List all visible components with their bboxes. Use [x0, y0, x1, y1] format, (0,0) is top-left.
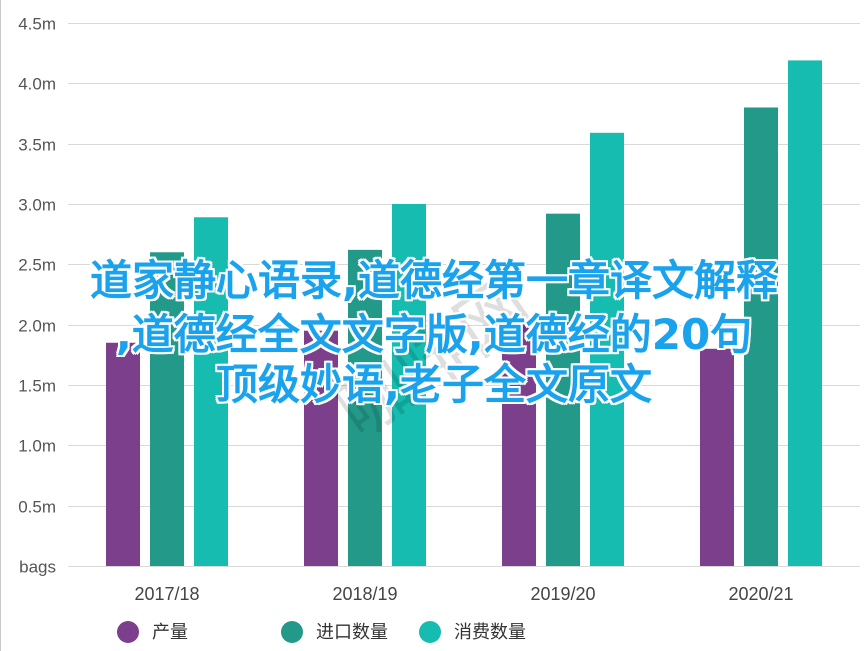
y-tick-label: 2.0m: [18, 317, 56, 336]
legend-label: 产量: [152, 622, 188, 643]
y-tick-label: bags: [19, 558, 56, 577]
bar-0-0: [106, 342, 140, 566]
y-tick-label: 2.5m: [18, 256, 56, 275]
x-tick-label: 2019/20: [530, 584, 595, 604]
x-axis-labels: 2017/18 2018/19 2019/20 2020/21: [134, 584, 793, 604]
bar-2-2: [590, 132, 624, 566]
bars: [106, 60, 822, 567]
y-tick-label: 0.5m: [18, 498, 56, 517]
bar-1-1: [348, 249, 382, 566]
y-tick-label: 1.0m: [18, 437, 56, 456]
legend-marker: [419, 621, 441, 643]
bar-0-2: [194, 217, 228, 567]
y-tick-label: 4.5m: [18, 15, 56, 34]
x-tick-label: 2017/18: [134, 584, 199, 604]
y-tick-label: 4.0m: [18, 75, 56, 94]
y-axis-labels: bags 0.5m 1.0m 1.5m 2.0m 2.5m 3.0m 3.5m 4.0m 4.5m: [18, 15, 56, 577]
legend-marker: [281, 621, 303, 643]
y-tick-label: 1.5m: [18, 377, 56, 396]
legend-marker: [117, 621, 139, 643]
bar-1-2: [392, 204, 426, 566]
bar-2-1: [546, 213, 580, 567]
bar-3-1: [744, 107, 778, 566]
legend-label: 进口数量: [316, 622, 388, 643]
y-tick-label: 3.5m: [18, 136, 56, 155]
x-tick-label: 2018/19: [332, 584, 397, 604]
bar-0-1: [150, 252, 184, 566]
bar-1-0: [304, 330, 338, 566]
x-tick-label: 2020/21: [728, 584, 793, 604]
bar-3-2: [788, 60, 822, 566]
overlay-title-line-2: ,道德经全文文字版,道德经的20句: [115, 310, 753, 359]
overlay-title-line-1: 道家静心语录,道德经第一章译文解释: [90, 256, 778, 305]
bar-3-0: [700, 348, 734, 566]
bar-2-0: [502, 318, 536, 566]
legend-label: 消费数量: [454, 622, 526, 643]
legend: 产量 进口数量 消费数量: [117, 621, 526, 643]
overlay-title-line-3: 顶级妙语,老子全文原文: [216, 360, 652, 409]
y-tick-label: 3.0m: [18, 196, 56, 215]
